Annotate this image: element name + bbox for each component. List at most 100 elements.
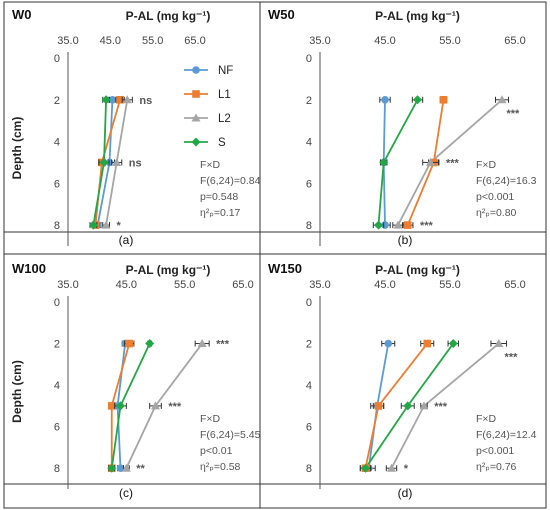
legend-marker-l2: [191, 113, 201, 122]
stats-f-value: F(6,24)=12.4: [476, 429, 537, 441]
y-axis-label: Depth (cm): [10, 117, 24, 180]
panel-title: W0: [12, 7, 32, 22]
data-point-nf: [381, 95, 389, 104]
panel-title: W100: [12, 261, 46, 276]
data-point-l1: [107, 402, 116, 410]
figure-frame: [3, 1, 547, 509]
stats-label: F×D: [476, 413, 497, 425]
stats-label: F×D: [476, 159, 497, 171]
data-point-s: [101, 95, 111, 105]
data-point-l1: [403, 221, 412, 229]
y-tick-label: 8: [306, 220, 312, 232]
significance-label: ***: [434, 401, 448, 413]
significance-label: ***: [507, 108, 521, 120]
stats-p-value: p=0.548: [200, 191, 238, 203]
x-tick-label: 55.0: [142, 35, 163, 47]
stats-label: F×D: [200, 159, 221, 171]
data-point-l2: [497, 95, 507, 104]
y-tick-label: 4: [54, 137, 60, 149]
y-tick-label: 6: [306, 422, 312, 434]
stats-f-value: F(6,24)=5.45: [200, 429, 261, 441]
stats-label: F×D: [200, 413, 221, 425]
x-tick-label: 55.0: [439, 35, 460, 47]
data-point-s: [99, 157, 109, 167]
data-point-l1: [439, 95, 448, 104]
y-tick-label: 6: [306, 178, 312, 190]
y-tick-label: 0: [306, 53, 312, 65]
significance-label: **: [136, 463, 145, 475]
x-axis-label: P-AL (mg kg⁻¹): [375, 9, 460, 23]
stats-f-value: F(6,24)=0.84: [200, 175, 261, 187]
x-tick-label: 65.0: [504, 35, 525, 47]
significance-label: ***: [420, 220, 434, 232]
x-axis-label: P-AL (mg kg⁻¹): [126, 9, 211, 23]
x-axis-label: P-AL (mg kg⁻¹): [375, 263, 460, 277]
x-tick-label: 65.0: [232, 279, 253, 291]
x-tick-label: 35.0: [309, 279, 330, 291]
significance-label: ***: [446, 157, 460, 169]
y-tick-label: 0: [54, 53, 60, 65]
significance-label: *: [116, 220, 121, 232]
y-tick-label: 2: [54, 95, 60, 107]
data-point-s: [107, 463, 117, 473]
legend-marker-nf: [192, 66, 200, 74]
data-point-l1: [423, 339, 432, 348]
y-tick-label: 4: [306, 137, 312, 149]
data-point-s: [88, 220, 98, 230]
significance-label: ***: [168, 401, 182, 413]
y-tick-label: 8: [54, 463, 60, 475]
stats-eta-value: η²ₚ=0.17: [200, 207, 241, 219]
stats-p-value: p<0.001: [476, 191, 514, 203]
stats-p-value: p<0.001: [476, 445, 514, 457]
data-point-l2: [419, 401, 429, 410]
panel-w50: W50 P-AL (mg kg⁻¹) 35.0 45.0 55.0 65.0 0 2 4 6 8 **…: [268, 7, 537, 247]
data-point-s: [413, 95, 422, 105]
y-tick-label: 4: [306, 380, 312, 392]
y-tick-label: 4: [54, 380, 60, 392]
legend-label-s: S: [218, 137, 226, 149]
significance-label: ***: [216, 339, 230, 351]
panel-caption: (d): [398, 486, 413, 500]
data-point-s: [361, 463, 370, 473]
data-point-s: [116, 401, 125, 411]
data-point-l2: [112, 157, 122, 166]
data-point-s: [374, 220, 383, 230]
panel-w150: W150 P-AL (mg kg⁻¹) 35.0 45.0 55.0 65.0 0 2 4 6 8 *…: [268, 261, 537, 500]
data-point-l2: [387, 463, 396, 472]
data-point-l1: [374, 402, 383, 410]
x-tick-label: 35.0: [57, 35, 78, 47]
panel-w0: W0 P-AL (mg kg⁻¹) 35.0 45.0 55.0 65.0 0 2 4 6 8 Dep…: [10, 7, 261, 247]
y-tick-label: 8: [306, 463, 312, 475]
y-axis-label: Depth (cm): [10, 360, 24, 423]
panel-caption: (c): [119, 486, 133, 500]
y-tick-label: 6: [54, 178, 60, 190]
data-point-l2: [393, 220, 403, 229]
y-tick-label: 8: [54, 220, 60, 232]
y-tick-label: 6: [54, 422, 60, 434]
x-tick-label: 35.0: [309, 35, 330, 47]
data-point-s: [145, 339, 155, 349]
x-tick-label: 45.0: [116, 279, 137, 291]
data-point-nf: [116, 464, 125, 473]
x-tick-label: 65.0: [504, 279, 525, 291]
x-tick-label: 45.0: [374, 279, 395, 291]
data-point-nf: [384, 339, 393, 348]
stats-eta-value: η²ₚ=0.80: [476, 207, 517, 219]
panel-caption: (b): [398, 233, 413, 247]
x-tick-label: 65.0: [184, 35, 205, 47]
data-point-l2: [122, 95, 132, 104]
data-point-nf: [108, 95, 117, 104]
legend-label-nf: NF: [218, 65, 233, 77]
data-point-l2: [426, 157, 435, 166]
x-tick-label: 45.0: [374, 35, 395, 47]
x-tick-label: 55.0: [174, 279, 195, 291]
stats-p-value: p<0.01: [200, 445, 233, 457]
legend-label-l1: L1: [218, 89, 231, 101]
panel-title: W50: [268, 7, 295, 22]
x-tick-label: 55.0: [439, 279, 460, 291]
data-point-l1: [116, 95, 124, 104]
panel-w100: W100 P-AL (mg kg⁻¹) 35.0 45.0 55.0 65.0 0 2 4 6 8 D…: [10, 261, 261, 500]
legend-marker-s: [191, 137, 201, 147]
significance-label: ***: [505, 352, 519, 364]
y-tick-label: 2: [306, 95, 312, 107]
